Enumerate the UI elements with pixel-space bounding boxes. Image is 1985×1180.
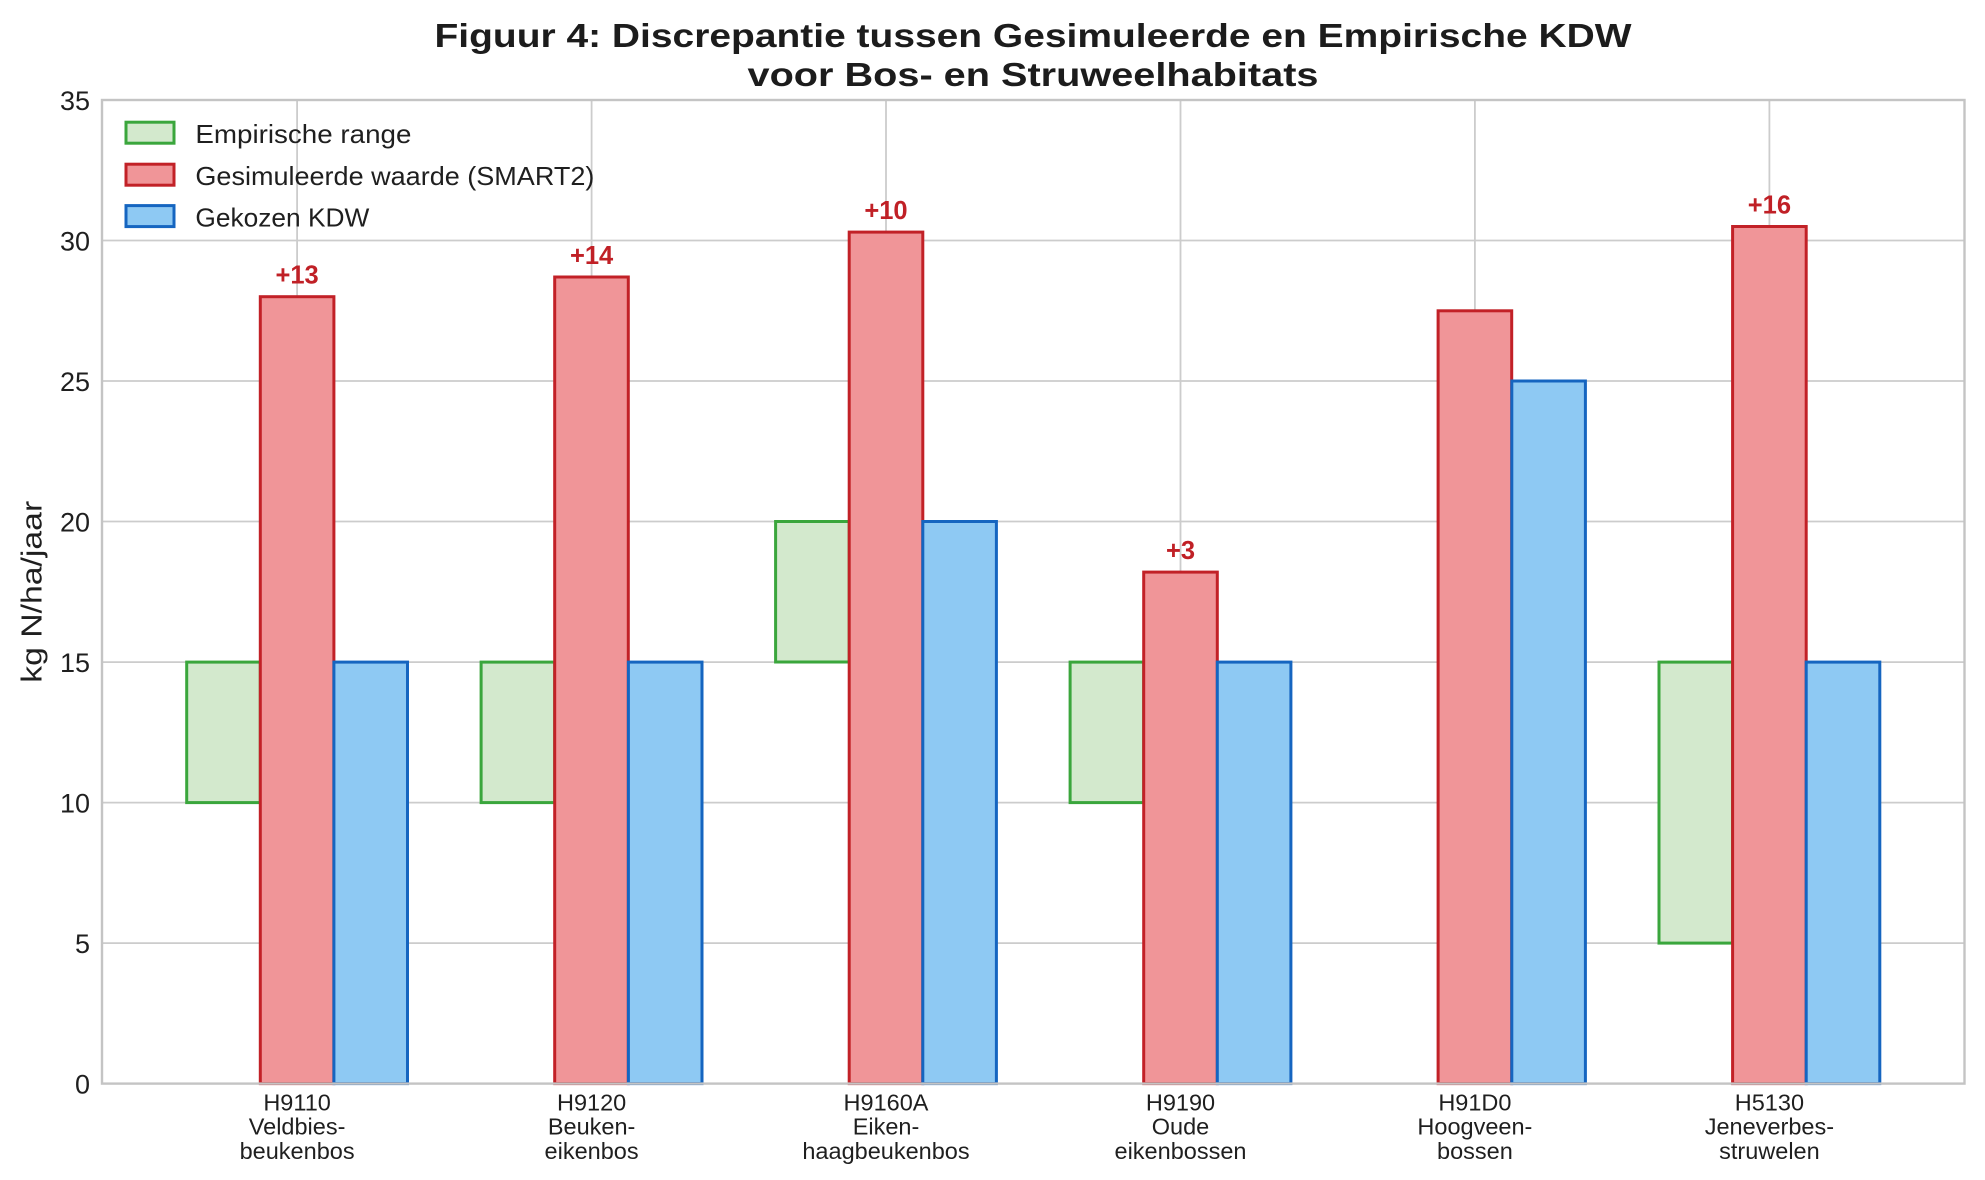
svg-text:voor Bos- en Struweelhabitats: voor Bos- en Struweelhabitats [748,56,1319,93]
svg-text:+13: +13 [275,262,318,290]
svg-text:5: 5 [75,929,90,959]
svg-text:Oude: Oude [1152,1114,1210,1140]
svg-text:10: 10 [60,789,90,819]
svg-text:Figuur 4: Discrepantie tussen: Figuur 4: Discrepantie tussen Gesimuleer… [435,17,1633,54]
svg-text:H9160A: H9160A [844,1089,929,1115]
svg-text:Hoogveen-: Hoogveen- [1417,1114,1532,1140]
svg-text:35: 35 [60,86,90,116]
svg-text:+14: +14 [570,242,614,270]
svg-text:+16: +16 [1748,192,1791,220]
svg-text:Veldbies-: Veldbies- [249,1114,346,1140]
svg-text:beukenbos: beukenbos [240,1138,355,1164]
svg-text:Beuken-: Beuken- [548,1114,636,1140]
svg-text:Empirische range: Empirische range [195,119,411,149]
svg-text:Jeneverbes-: Jeneverbes- [1705,1114,1834,1140]
svg-text:Eiken-: Eiken- [853,1114,920,1140]
svg-text:eikenbos: eikenbos [545,1138,639,1164]
svg-text:15: 15 [60,648,90,678]
svg-text:eikenbossen: eikenbossen [1115,1138,1247,1164]
svg-text:kg N/ha/jaar: kg N/ha/jaar [17,500,49,682]
svg-text:30: 30 [60,227,90,257]
svg-text:Gesimuleerde waarde (SMART2): Gesimuleerde waarde (SMART2) [195,161,594,191]
svg-text:20: 20 [60,508,90,538]
svg-text:H91D0: H91D0 [1438,1089,1511,1115]
svg-text:H9190: H9190 [1146,1089,1215,1115]
svg-text:0: 0 [75,1070,90,1100]
svg-text:H9110: H9110 [263,1089,331,1115]
svg-text:struwelen: struwelen [1719,1138,1820,1164]
svg-text:Gekozen KDW: Gekozen KDW [195,203,369,233]
svg-text:+10: +10 [864,197,907,225]
svg-text:haagbeukenbos: haagbeukenbos [802,1138,969,1164]
svg-text:bossen: bossen [1437,1138,1513,1164]
svg-text:25: 25 [60,367,90,397]
svg-text:+3: +3 [1166,537,1195,565]
svg-text:H9120: H9120 [557,1089,626,1115]
svg-text:H5130: H5130 [1735,1089,1804,1115]
